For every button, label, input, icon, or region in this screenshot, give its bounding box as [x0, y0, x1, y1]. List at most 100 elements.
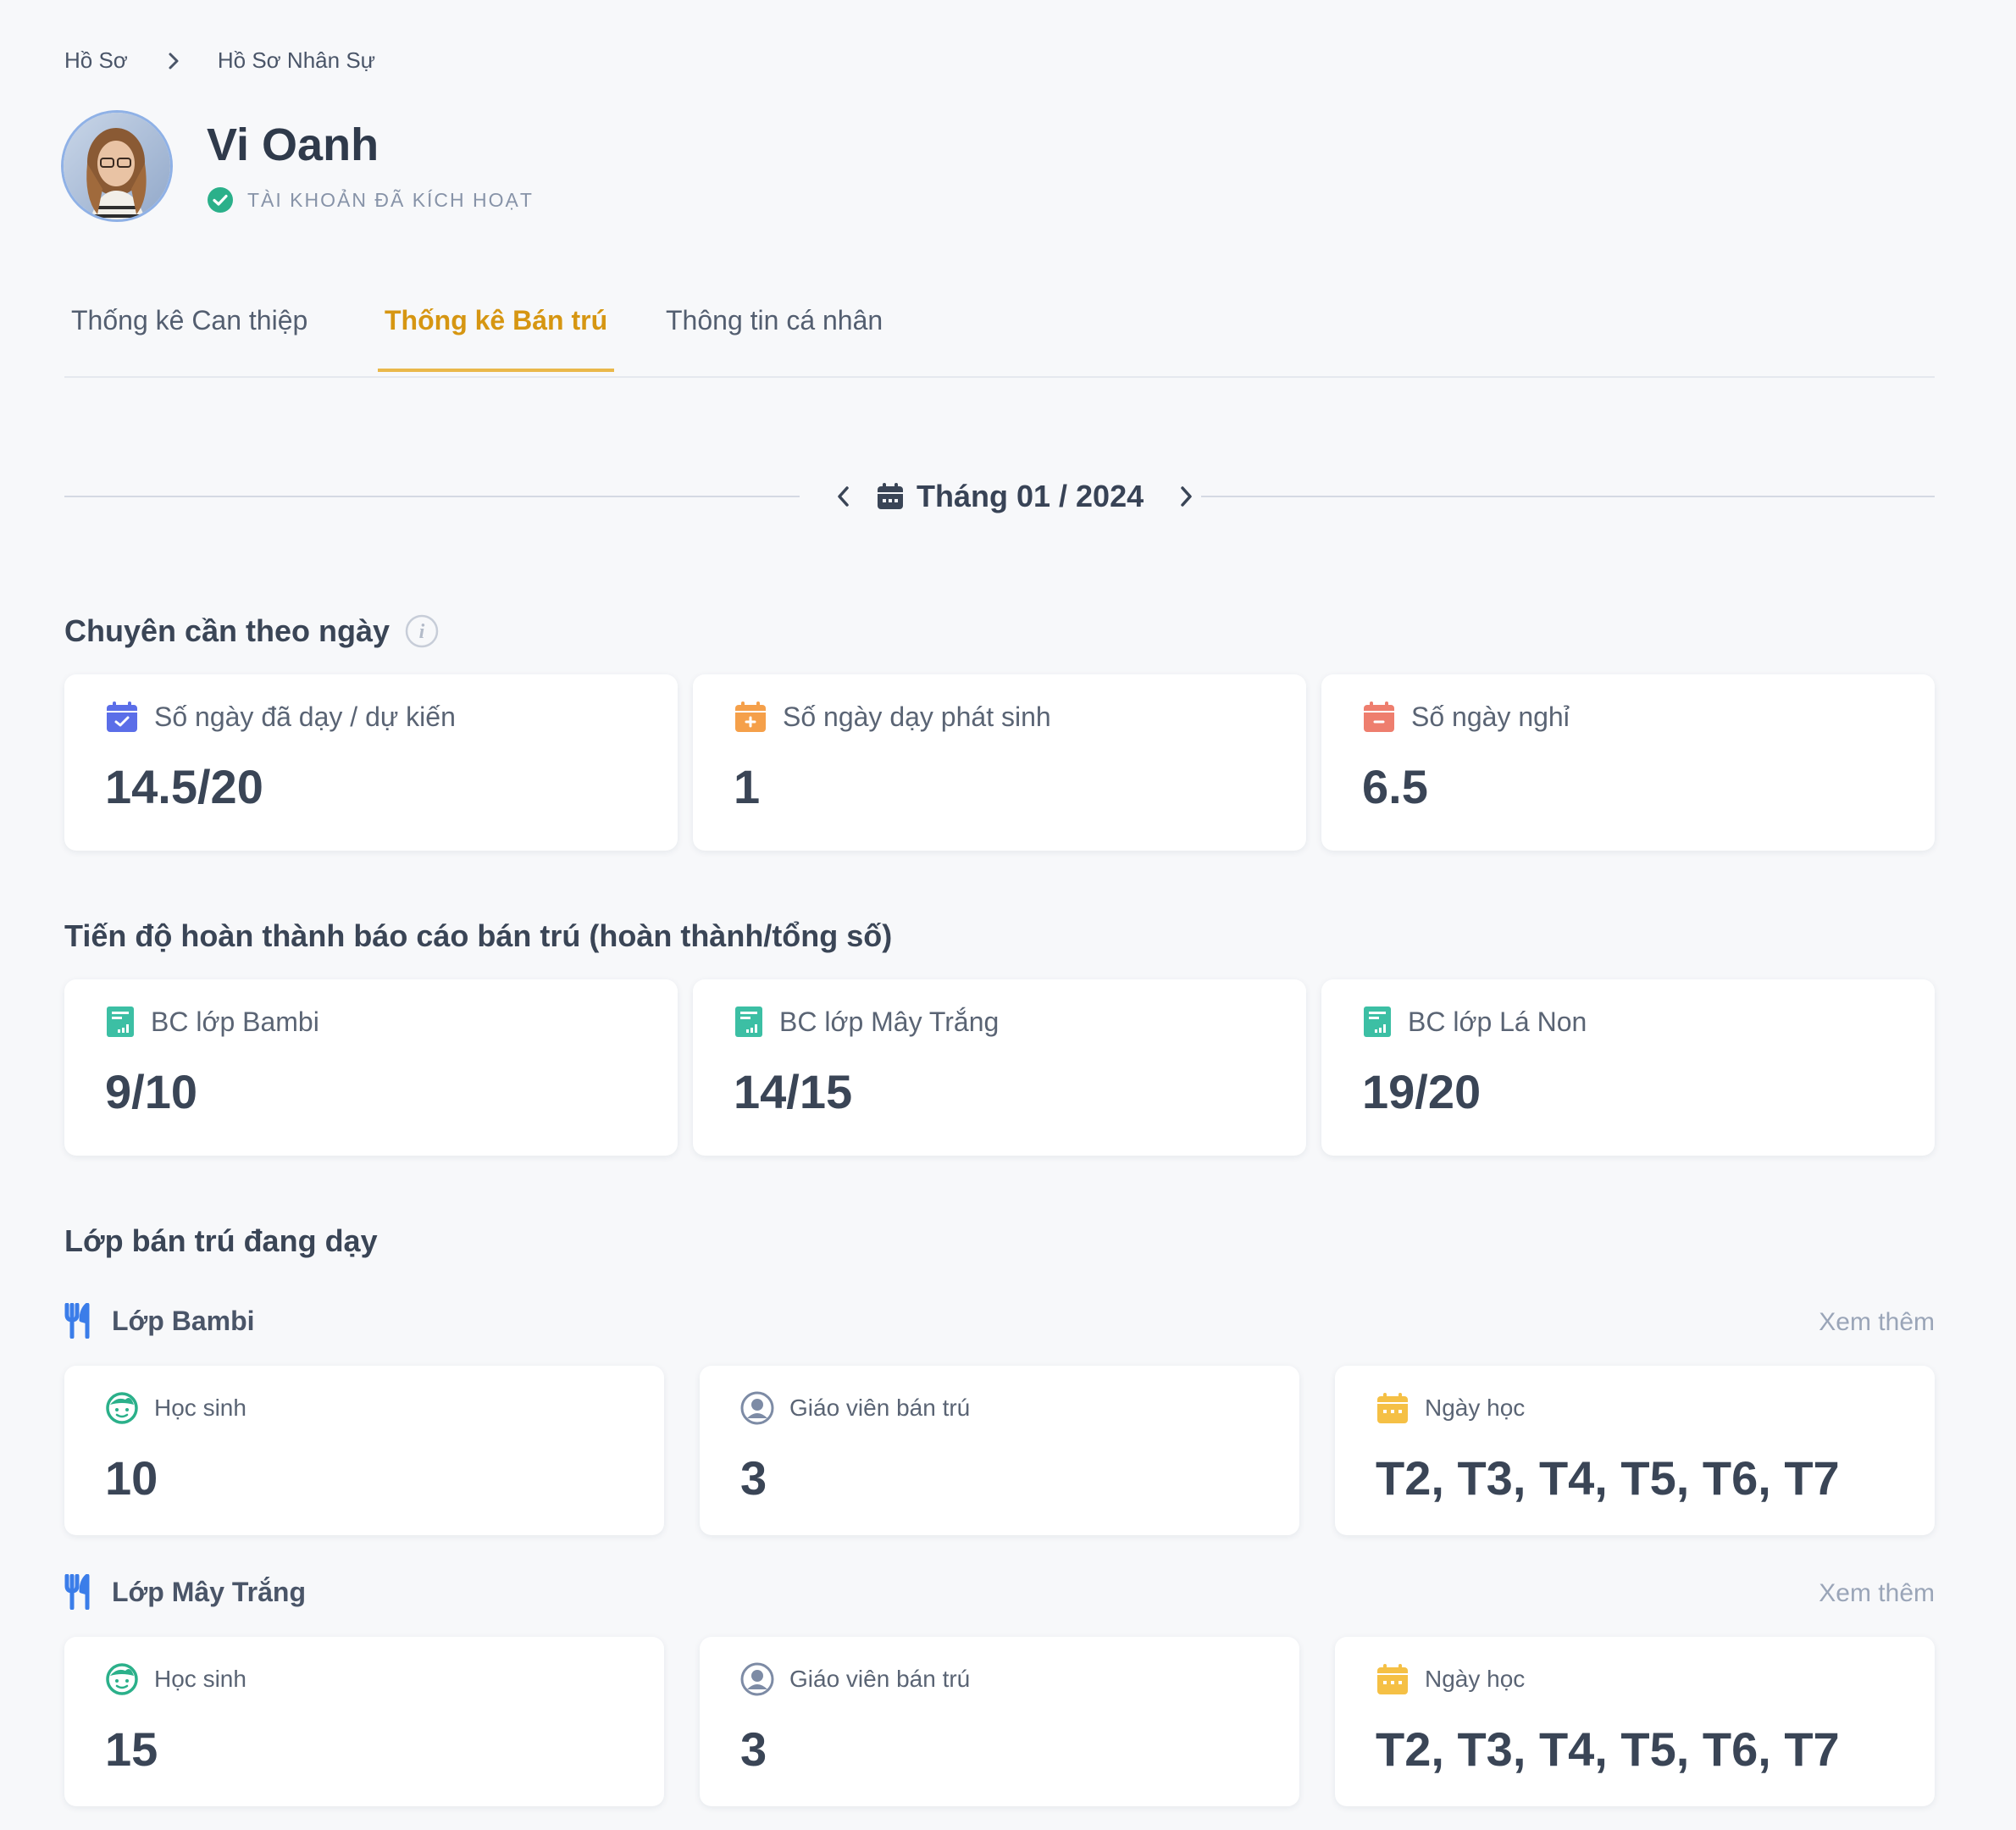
card-label: Số ngày dạy phát sinh	[734, 700, 1051, 734]
divider	[64, 496, 800, 497]
teachers-value: 3	[740, 1451, 767, 1505]
extra-days-label: Số ngày dạy phát sinh	[783, 701, 1051, 732]
students-card: Học sinh 10	[64, 1366, 664, 1535]
students-value: 10	[105, 1451, 158, 1505]
account-status-text: TÀI KHOẢN ĐÃ KÍCH HOẠT	[247, 188, 534, 211]
calendar-icon	[1377, 1393, 1408, 1423]
taught-days-label: Số ngày đã dạy / dự kiến	[154, 701, 456, 732]
off-days-card: Số ngày nghỉ 6.5	[1321, 674, 1935, 851]
month-label: Tháng 01 / 2024	[917, 479, 1144, 513]
tab-intervention-stats[interactable]: Thống kê Can thiệp	[71, 305, 308, 336]
report-label: BC lớp Lá Non	[1408, 1006, 1587, 1037]
report-value: 9/10	[105, 1065, 197, 1118]
teachers-label: Giáo viên bán trú	[789, 1666, 971, 1692]
students-label: Học sinh	[154, 1395, 246, 1421]
taught-days-card: Số ngày đã dạy / dự kiến 14.5/20	[64, 674, 678, 851]
report-card-bambi[interactable]: BC lớp Bambi 9/10	[64, 979, 678, 1156]
class-header-bambi: Lớp Bambi Xem thêm	[64, 1303, 1935, 1345]
students-card: Học sinh 15	[64, 1637, 664, 1806]
class-header-may-trang: Lớp Mây Trắng Xem thêm	[64, 1574, 1935, 1616]
card-label: Số ngày đã dạy / dự kiến	[105, 700, 456, 734]
card-label: Ngày học	[1376, 1662, 1525, 1696]
schedule-label: Ngày học	[1425, 1666, 1526, 1692]
report-card-may-trang[interactable]: BC lớp Mây Trắng 14/15	[693, 979, 1306, 1156]
schedule-card: Ngày học T2, T3, T4, T5, T6, T7	[1335, 1366, 1935, 1535]
calendar-plus-icon	[735, 702, 766, 732]
card-label: Học sinh	[105, 1662, 246, 1696]
calendar-minus-icon	[1364, 702, 1394, 732]
teachers-value: 3	[740, 1722, 767, 1776]
schedule-card: Ngày học T2, T3, T4, T5, T6, T7	[1335, 1637, 1935, 1806]
chevron-right-icon	[1181, 486, 1192, 507]
calendar-icon	[1377, 1664, 1408, 1694]
utensils-icon	[64, 1303, 90, 1339]
off-days-value: 6.5	[1362, 760, 1428, 813]
child-face-icon	[106, 1663, 138, 1695]
report-icon	[735, 1006, 762, 1037]
see-more-link[interactable]: Xem thêm	[1819, 1579, 1935, 1607]
attendance-title: Chuyên cần theo ngày	[64, 613, 390, 648]
report-card-la-non[interactable]: BC lớp Lá Non 19/20	[1321, 979, 1935, 1156]
profile-name: Vi Oanh	[207, 119, 379, 170]
chevron-right-icon	[167, 52, 180, 70]
utensils-icon	[64, 1574, 90, 1610]
divider	[1201, 496, 1935, 497]
reports-section-title: Tiến độ hoàn thành báo cáo bán trú (hoàn…	[64, 918, 892, 954]
report-icon	[1364, 1006, 1391, 1037]
reports-title: Tiến độ hoàn thành báo cáo bán trú (hoàn…	[64, 918, 893, 953]
info-icon[interactable]: i	[405, 614, 439, 648]
card-label: Ngày học	[1376, 1391, 1525, 1425]
breadcrumb-root-link[interactable]: Hồ Sơ	[64, 47, 128, 73]
extra-days-card: Số ngày dạy phát sinh 1	[693, 674, 1306, 851]
attendance-section-title: Chuyên cần theo ngày i	[64, 613, 439, 649]
classes-title: Lớp bán trú đang dạy	[64, 1223, 378, 1258]
class-name: Lớp Mây Trắng	[64, 1574, 306, 1610]
report-label: BC lớp Bambi	[151, 1006, 319, 1037]
card-label: BC lớp Mây Trắng	[734, 1005, 999, 1039]
user-circle-icon	[740, 1662, 774, 1696]
extra-days-value: 1	[734, 760, 761, 813]
chevron-left-icon	[838, 486, 849, 507]
teachers-label: Giáo viên bán trú	[789, 1395, 971, 1421]
report-icon	[107, 1006, 134, 1037]
see-more-link[interactable]: Xem thêm	[1819, 1308, 1935, 1336]
user-circle-icon	[740, 1391, 774, 1425]
class-name-text: Lớp Bambi	[112, 1305, 255, 1336]
report-value: 14/15	[734, 1065, 853, 1118]
account-status: TÀI KHOẢN ĐÃ KÍCH HOẠT	[207, 186, 534, 214]
breadcrumb: Hồ Sơ Hồ Sơ Nhân Sự	[64, 47, 375, 74]
schedule-value: T2, T3, T4, T5, T6, T7	[1376, 1722, 1840, 1776]
month-control: Tháng 01 / 2024	[827, 471, 1203, 522]
classes-section-title: Lớp bán trú đang dạy	[64, 1223, 378, 1259]
report-value: 19/20	[1362, 1065, 1482, 1118]
check-circle-icon	[208, 187, 233, 213]
tab-bar: Thống kê Can thiệp Thống kê Bán trú Thôn…	[64, 280, 1935, 378]
card-label: BC lớp Bambi	[105, 1005, 319, 1039]
svg-text:i: i	[419, 621, 425, 643]
calendar-check-icon	[107, 702, 137, 732]
schedule-label: Ngày học	[1425, 1395, 1526, 1421]
breadcrumb-current: Hồ Sơ Nhân Sự	[217, 47, 376, 73]
avatar	[61, 110, 173, 222]
taught-days-value: 14.5/20	[105, 760, 263, 813]
teachers-card: Giáo viên bán trú 3	[700, 1637, 1299, 1806]
tab-personal-info[interactable]: Thông tin cá nhân	[666, 305, 883, 336]
students-value: 15	[105, 1722, 158, 1776]
card-label: Giáo viên bán trú	[740, 1391, 970, 1425]
off-days-label: Số ngày nghỉ	[1411, 701, 1570, 732]
card-label: Số ngày nghỉ	[1362, 700, 1570, 734]
previous-month-button[interactable]	[827, 480, 861, 513]
calendar-icon	[878, 483, 903, 509]
card-label: BC lớp Lá Non	[1362, 1005, 1587, 1039]
tab-boarding-stats[interactable]: Thống kê Bán trú	[378, 305, 615, 372]
child-face-icon	[106, 1392, 138, 1424]
card-label: Giáo viên bán trú	[740, 1662, 970, 1696]
card-label: Học sinh	[105, 1391, 246, 1425]
teachers-card: Giáo viên bán trú 3	[700, 1366, 1299, 1535]
next-month-button[interactable]	[1169, 480, 1203, 513]
month-selector: Tháng 01 / 2024	[64, 471, 1935, 522]
schedule-value: T2, T3, T4, T5, T6, T7	[1376, 1451, 1840, 1505]
class-name: Lớp Bambi	[64, 1303, 255, 1339]
students-label: Học sinh	[154, 1666, 246, 1692]
